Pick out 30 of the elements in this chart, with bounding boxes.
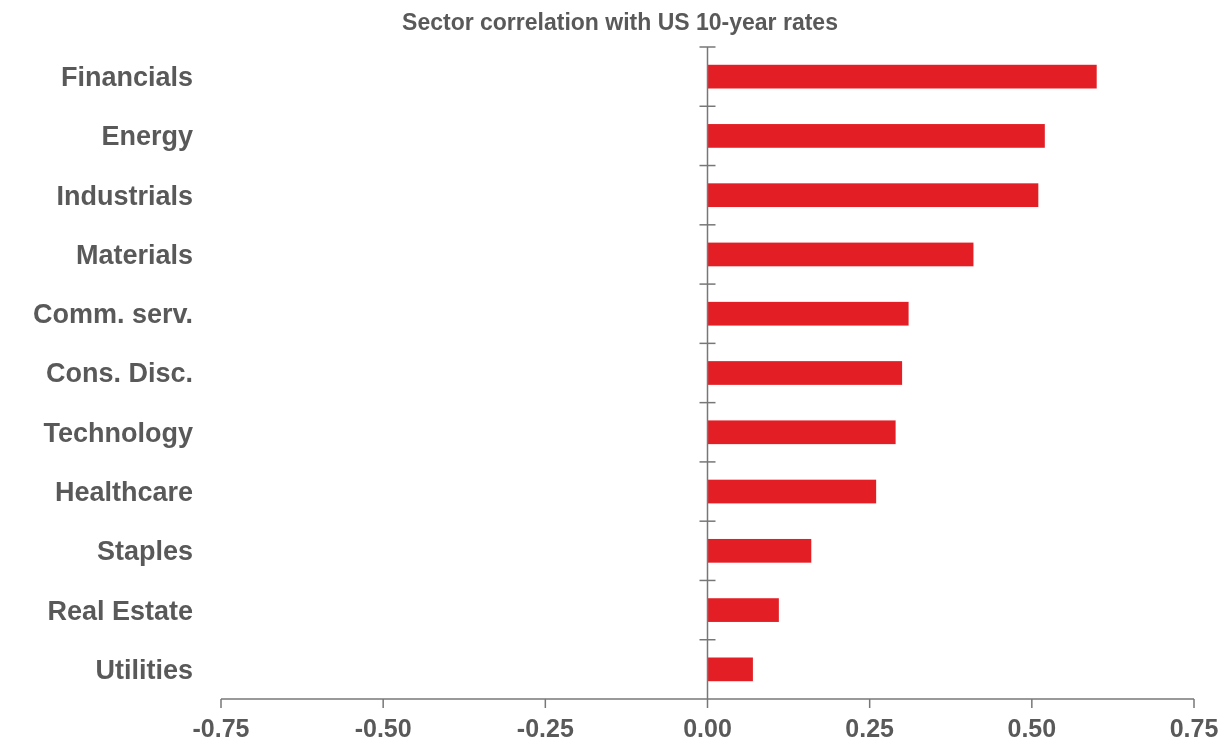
- bar: [707, 64, 1097, 89]
- bar: [707, 538, 812, 563]
- y-tick-label: Real Estate: [47, 595, 193, 626]
- y-tick-label: Materials: [75, 239, 193, 270]
- x-tick-label: 0.00: [683, 714, 732, 742]
- y-tick-label: Healthcare: [54, 477, 193, 507]
- bar: [707, 657, 753, 682]
- x-tick-label: 0.75: [1169, 714, 1219, 742]
- y-tick-label: Industrials: [56, 180, 193, 211]
- bar: [707, 361, 903, 385]
- x-tick-label: 0.25: [845, 714, 895, 742]
- bar: [707, 479, 877, 504]
- x-tick-label: -0.25: [516, 714, 574, 742]
- y-tick-label: Financials: [60, 62, 193, 93]
- y-tick-label: Cons. Disc.: [45, 358, 193, 389]
- chart-title: Sector correlation with US 10-year rates: [402, 9, 838, 35]
- bar: [707, 420, 896, 445]
- x-tick-label: -0.75: [192, 714, 250, 742]
- bar: [707, 598, 779, 622]
- bar: [707, 301, 909, 326]
- x-tick-label: -0.50: [354, 714, 412, 742]
- bar: [707, 124, 1045, 148]
- x-tick-label: 0.50: [1007, 714, 1057, 742]
- y-tick-label: Energy: [101, 121, 193, 152]
- y-tick-label: Comm. serv.: [32, 299, 193, 330]
- bar: [707, 183, 1039, 208]
- bar: [707, 242, 974, 267]
- y-tick-label: Technology: [43, 417, 193, 448]
- y-tick-label: Utilities: [95, 654, 193, 685]
- y-tick-label: Staples: [96, 536, 193, 567]
